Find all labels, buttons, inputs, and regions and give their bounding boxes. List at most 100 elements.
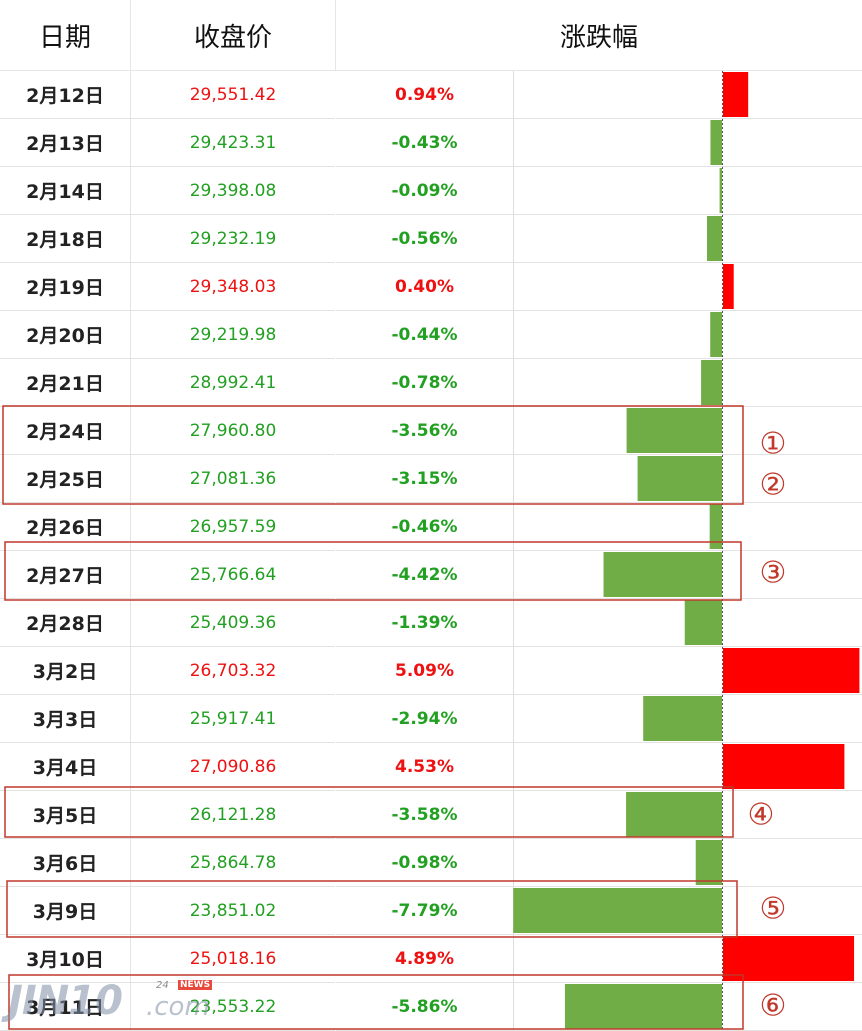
row-close: 29,348.03 [131, 263, 335, 311]
row-bar-cell [514, 455, 862, 503]
row-close: 29,398.08 [131, 167, 335, 215]
row-change: -3.15% [336, 455, 514, 503]
table-row: 2月14日 29,398.08 -0.09% [0, 167, 862, 215]
row-close: 23,851.02 [131, 887, 335, 935]
row-date: 2月14日 [0, 167, 131, 215]
highlight-frame [4, 541, 742, 601]
table-row: 2月26日 26,957.59 -0.46% [0, 503, 862, 551]
row-change: -0.09% [336, 167, 514, 215]
row-date: 3月9日 [0, 887, 131, 935]
annotation-label: ⑥ [760, 989, 787, 1024]
row-change: 4.53% [336, 743, 514, 791]
row-date: 3月6日 [0, 839, 131, 887]
table-row: 2月24日 27,960.80 -3.56% [0, 407, 862, 455]
row-date: 3月3日 [0, 695, 131, 743]
row-date: 3月5日 [0, 791, 131, 839]
change-bar [723, 936, 855, 981]
annotation-label: ① [760, 427, 787, 462]
row-close: 29,423.31 [131, 119, 335, 167]
table-row: 3月9日 23,851.02 -7.79% [0, 887, 862, 935]
row-change: -4.42% [336, 551, 514, 599]
row-bar-cell [514, 695, 862, 743]
row-bar-cell [514, 551, 862, 599]
row-close: 25,409.36 [131, 599, 335, 647]
row-change: -3.56% [336, 407, 514, 455]
row-close: 26,121.28 [131, 791, 335, 839]
row-bar-cell [514, 887, 862, 935]
change-bar [723, 648, 860, 693]
table-row: 3月5日 26,121.28 -3.58% [0, 791, 862, 839]
change-bar [719, 168, 722, 213]
row-change: -0.46% [336, 503, 514, 551]
change-bar [603, 552, 722, 597]
annotation-label: ④ [748, 798, 775, 833]
row-close: 25,917.41 [131, 695, 335, 743]
annotation-label: ⑤ [760, 892, 787, 927]
change-bar [723, 72, 749, 117]
change-bar [637, 456, 722, 501]
highlight-frame [6, 880, 738, 938]
change-bar [513, 888, 722, 933]
change-bar [710, 312, 722, 357]
row-date: 2月18日 [0, 215, 131, 263]
row-date: 2月13日 [0, 119, 131, 167]
table-row: 2月20日 29,219.98 -0.44% [0, 311, 862, 359]
row-change: -0.56% [336, 215, 514, 263]
row-date: 2月12日 [0, 71, 131, 119]
watermark-logo: JIN10 .com 24 NEWS [8, 978, 218, 1028]
row-bar-cell [514, 839, 862, 887]
row-change: 5.09% [336, 647, 514, 695]
change-bar [643, 696, 722, 741]
table-row: 2月27日 25,766.64 -4.42% [0, 551, 862, 599]
row-date: 2月24日 [0, 407, 131, 455]
row-bar-cell [514, 599, 862, 647]
change-bar [723, 744, 845, 789]
row-close: 29,232.19 [131, 215, 335, 263]
watermark-main: JIN10 [8, 978, 123, 1024]
highlight-frame [2, 405, 744, 505]
row-close: 26,957.59 [131, 503, 335, 551]
row-date: 2月27日 [0, 551, 131, 599]
highlight-frame [4, 786, 734, 838]
table-row: 2月25日 27,081.36 -3.15% [0, 455, 862, 503]
row-bar-cell [514, 647, 862, 695]
change-bar [701, 360, 722, 405]
row-close: 25,864.78 [131, 839, 335, 887]
row-bar-cell [514, 935, 862, 983]
row-bar-cell [514, 503, 862, 551]
change-bar [564, 984, 722, 1029]
row-change: -0.44% [336, 311, 514, 359]
row-date: 2月28日 [0, 599, 131, 647]
annotation-label: ③ [760, 556, 787, 591]
row-date: 2月19日 [0, 263, 131, 311]
table-row: 2月28日 25,409.36 -1.39% [0, 599, 862, 647]
change-bar [626, 792, 722, 837]
change-bar [695, 840, 722, 885]
row-bar-cell [514, 119, 862, 167]
header-change: 涨跌幅 [336, 0, 862, 71]
table-row: 2月19日 29,348.03 0.40% [0, 263, 862, 311]
row-close: 25,766.64 [131, 551, 335, 599]
change-bar [710, 120, 722, 165]
row-bar-cell [514, 71, 862, 119]
table-row: 3月4日 27,090.86 4.53% [0, 743, 862, 791]
table-row: 3月10日 25,018.16 4.89% [0, 935, 862, 983]
table-row: 2月12日 29,551.42 0.94% [0, 71, 862, 119]
change-bar [626, 408, 722, 453]
change-bar [723, 264, 734, 309]
row-bar-cell [514, 407, 862, 455]
row-change: 4.89% [336, 935, 514, 983]
table-row: 3月2日 26,703.32 5.09% [0, 647, 862, 695]
watermark-news: NEWS [178, 980, 213, 990]
row-date: 2月26日 [0, 503, 131, 551]
row-close: 27,081.36 [131, 455, 335, 503]
row-change: 0.94% [336, 71, 514, 119]
annotation-label: ② [760, 468, 787, 503]
row-bar-cell [514, 167, 862, 215]
row-change: -0.98% [336, 839, 514, 887]
row-date: 3月10日 [0, 935, 131, 983]
row-date: 2月20日 [0, 311, 131, 359]
row-bar-cell [514, 743, 862, 791]
row-date: 3月4日 [0, 743, 131, 791]
highlight-frame [8, 974, 744, 1030]
